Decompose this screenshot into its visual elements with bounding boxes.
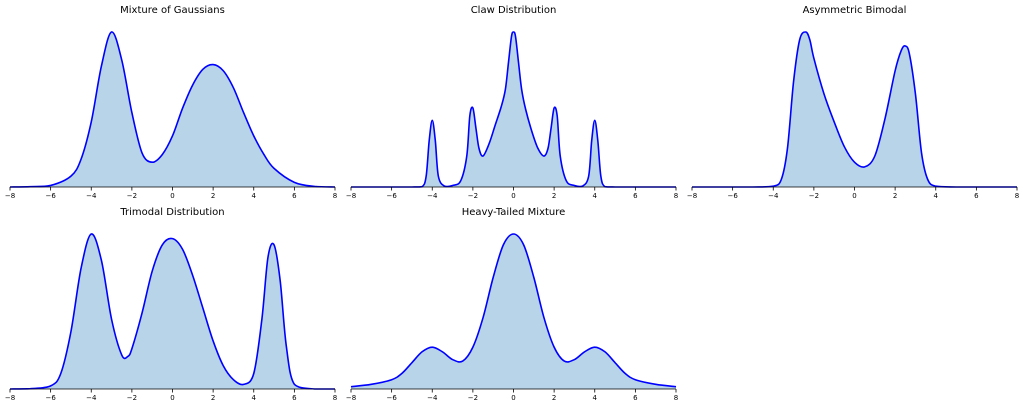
x-tick-label: −6 <box>45 192 56 200</box>
x-tick-label: 4 <box>934 192 939 200</box>
x-tick-label: −2 <box>127 394 137 402</box>
density-fill <box>351 234 676 389</box>
panel-title: Asymmetric Bimodal <box>803 5 907 16</box>
x-tick-label: 8 <box>333 192 337 200</box>
x-tick-label: 0 <box>852 192 856 200</box>
panel-title: Trimodal Distribution <box>119 207 224 218</box>
x-tick-label: 2 <box>552 192 556 200</box>
panel-trimodal-distribution: Trimodal Distribution −8 −6 −4 −2 0 2 4 6 8 <box>5 207 337 402</box>
x-tick-label: 0 <box>170 192 174 200</box>
density-fill <box>10 233 335 389</box>
x-tick-label: −8 <box>5 192 15 200</box>
x-tick-label: 8 <box>674 394 678 402</box>
x-tick-label: 0 <box>511 192 515 200</box>
x-tick-label: −4 <box>86 394 97 402</box>
x-tick-label: −2 <box>809 192 819 200</box>
density-line <box>9 31 336 188</box>
x-tick-label: 6 <box>633 192 638 200</box>
x-tick-label: 2 <box>893 192 897 200</box>
x-tick-label: −6 <box>386 394 397 402</box>
x-tick-label: 6 <box>974 192 979 200</box>
panel-claw-distribution: Claw Distribution −8 −6 −4 −2 0 2 4 6 8 <box>346 5 678 200</box>
x-tick-label: 0 <box>511 394 515 402</box>
x-tick-label: 6 <box>292 192 297 200</box>
x-tick-label: 4 <box>252 394 257 402</box>
density-line <box>350 31 677 188</box>
x-tick-label: −8 <box>687 192 697 200</box>
x-tick-label: 8 <box>1015 192 1019 200</box>
x-tick-label: 4 <box>593 394 598 402</box>
density-line <box>9 233 335 390</box>
x-tick-label: −4 <box>427 394 438 402</box>
x-tick-label: −2 <box>127 192 137 200</box>
panel-title: Claw Distribution <box>471 5 557 16</box>
x-tick-label: −2 <box>468 192 478 200</box>
x-tick-label: 2 <box>211 394 215 402</box>
panel-asymmetric-bimodal: Asymmetric Bimodal −8 −6 −4 −2 0 2 4 6 8 <box>687 5 1019 200</box>
x-tick-label: 6 <box>633 394 638 402</box>
density-fill <box>692 31 1017 187</box>
panel-title: Heavy-Tailed Mixture <box>462 207 566 218</box>
x-tick-label: −8 <box>346 192 356 200</box>
panel-title: Mixture of Gaussians <box>120 5 225 16</box>
x-tick-label: 6 <box>292 394 297 402</box>
density-line <box>691 31 1018 188</box>
x-tick-label: 4 <box>252 192 257 200</box>
x-tick-label: 0 <box>170 394 174 402</box>
x-tick-label: −6 <box>45 394 56 402</box>
x-tick-label: 2 <box>211 192 215 200</box>
x-tick-label: 8 <box>674 192 678 200</box>
x-tick-label: 2 <box>552 394 556 402</box>
density-fill <box>10 31 335 187</box>
x-tick-label: 4 <box>593 192 598 200</box>
x-tick-label: −2 <box>468 394 478 402</box>
x-tick-label: −6 <box>386 192 397 200</box>
density-fill <box>351 31 676 188</box>
panel-heavy-tailed-mixture: Heavy-Tailed Mixture −8 −6 −4 −2 0 2 4 6 8 <box>346 207 678 402</box>
panel-mixture-of-gaussians: Mixture of Gaussians −8 −6 −4 −2 0 2 4 6 8 <box>5 5 337 200</box>
x-tick-label: −4 <box>427 192 438 200</box>
x-tick-label: 8 <box>333 394 337 402</box>
density-line <box>350 233 677 388</box>
x-tick-label: −4 <box>768 192 779 200</box>
x-tick-label: −8 <box>5 394 15 402</box>
x-tick-label: −4 <box>86 192 97 200</box>
x-tick-label: −8 <box>346 394 356 402</box>
x-tick-label: −6 <box>727 192 738 200</box>
